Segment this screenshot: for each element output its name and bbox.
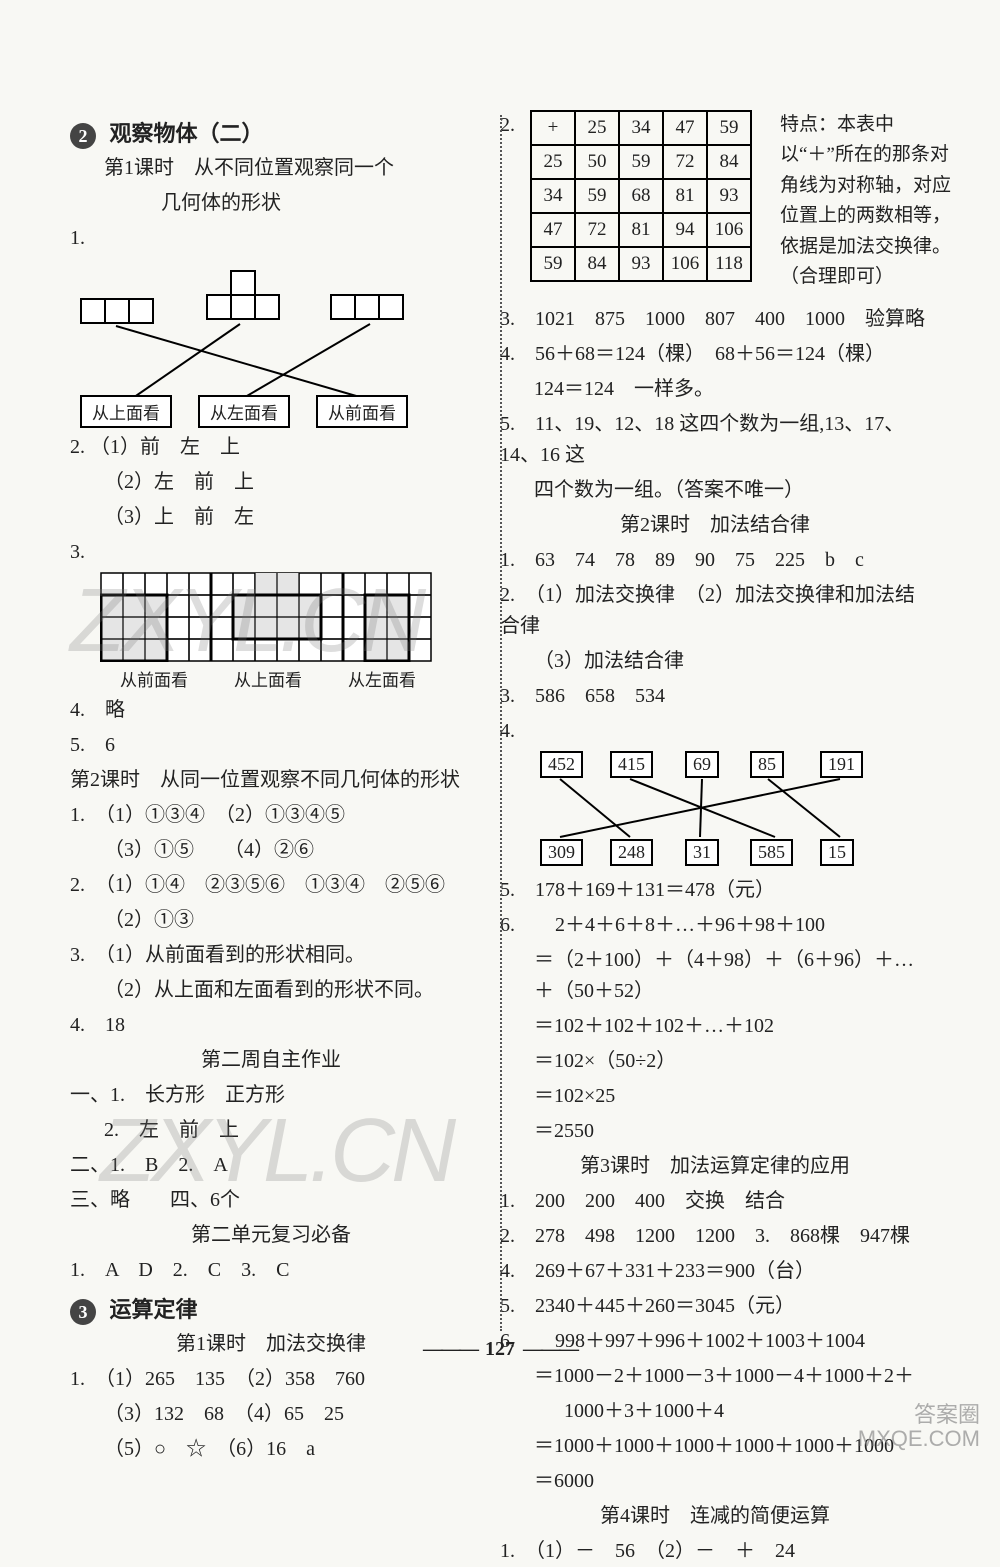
r5a: 5. 11、19、12、18 这四个数为一组,13、17、14、16 这 — [500, 409, 930, 471]
r5b: 四个数为一组。（答案不唯一） — [500, 475, 930, 506]
rl3-6-1: ＝1000－2＋1000－3＋1000－4＋1000＋2＋ — [500, 1361, 930, 1392]
q3-label-b: 从上面看 — [234, 666, 302, 691]
l2-1-1: 1. （1）①③④ （2）①③④⑤ — [70, 800, 472, 831]
rl3-5: 5. 2340＋445＋260＝3045（元） — [500, 1291, 930, 1322]
w2-2: 二、1. B 2. A — [70, 1150, 472, 1181]
l2-1-2: （3）①⑤ （4）②⑥ — [70, 835, 472, 866]
table-note: 特点：本表中以“＋”所在的那条对角线为对称轴，对应位置上的两数相等，依据是加法交… — [780, 110, 960, 292]
unit3-heading: 3 运算定律 — [70, 1292, 472, 1325]
lesson2-title: 第2课时 从同一位置观察不同几何体的形状 — [70, 765, 472, 796]
unit2-heading: 2 观察物体（二） — [70, 116, 472, 149]
unit2-badge: 2 — [70, 123, 96, 149]
rl3-4: 4. 269＋67＋331＋233＝900（台） — [500, 1256, 930, 1287]
l2-2-1: 2. （1）①④ ②③⑤⑥ ①③④ ②⑤⑥ — [70, 870, 472, 901]
r-lesson3-title: 第3课时 加法运算定律的应用 — [500, 1151, 930, 1182]
rl2-5: 5. 178＋169＋131＝478（元） — [500, 875, 930, 906]
q3-label-a: 从前面看 — [120, 666, 188, 691]
q2-2: （2）左 前 上 — [70, 467, 472, 498]
corner-watermark: 答案圈 MXQE.COM — [858, 1403, 980, 1451]
r4b: 124＝124 一样多。 — [500, 374, 930, 405]
rl2-6-5: ＝2550 — [500, 1116, 930, 1147]
q3-num: 3. — [70, 537, 472, 568]
r-lesson4-title: 第4课时 连减的简便运算 — [500, 1501, 930, 1532]
w2-1-1: 一、1. 长方形 正方形 — [70, 1080, 472, 1111]
w2-3: 三、略 四、6个 — [70, 1185, 472, 1216]
rl2-6-0: 6. 2＋4＋6＋8＋…＋96＋98＋100 — [500, 910, 930, 941]
q2-3: （3）上 前 左 — [70, 502, 472, 533]
table-q-num: 2. — [500, 114, 515, 137]
column-divider — [500, 115, 502, 1331]
lesson1-title-b: 几何体的形状 — [70, 188, 472, 219]
q1-view-c: 从前面看 — [316, 395, 408, 428]
lesson1-title-a: 第1课时 从不同位置观察同一个 — [70, 153, 472, 184]
unit3-title: 运算定律 — [110, 1297, 198, 1322]
unit2-review-title: 第二单元复习必备 — [70, 1220, 472, 1251]
rl2-4-num: 4. — [500, 716, 930, 747]
page-number: 127 — [0, 1338, 1000, 1361]
rl2-6-3: ＝102×（50÷2） — [500, 1046, 930, 1077]
rl2-6-4: ＝102×25 — [500, 1081, 930, 1112]
q1-view-a: 从上面看 — [80, 395, 172, 428]
rl2-2a: 2. （1）加法交换律 （2）加法交换律和加法结合律 — [500, 580, 930, 642]
q3-diagram: 从前面看 从上面看 从左面看 — [100, 572, 472, 691]
u3-1-2: （3）132 68 （4）65 25 — [70, 1399, 472, 1430]
r4a: 4. 56＋68＝124（棵） 68＋56＝124（棵） — [500, 339, 930, 370]
q1-diagram: 从上面看 从左面看 从前面看 — [80, 258, 440, 428]
left-column: 2 观察物体（二） 第1课时 从不同位置观察同一个 几何体的形状 1. — [70, 110, 486, 1441]
r3: 3. 1021 875 1000 807 400 1000 验算略 — [500, 304, 930, 335]
rl2-1: 1. 63 74 78 89 90 75 225 b c — [500, 545, 930, 576]
u3-1-1: 1. （1）265 135 （2）358 760 — [70, 1364, 472, 1395]
unit3-badge: 3 — [70, 1299, 96, 1325]
q1-view-b: 从左面看 — [198, 395, 290, 428]
l2-4: 4. 18 — [70, 1010, 472, 1041]
rl3-2: 2. 278 498 1200 1200 3. 868棵 947棵 — [500, 1221, 930, 1252]
rl2-2b: （3）加法结合律 — [500, 646, 930, 677]
rl2-6-2: ＝102＋102＋102＋…＋102 — [500, 1011, 930, 1042]
rl2-6-1: ＝（2＋100）＋（4＋98）＋（6＋96）＋…＋（50＋52） — [500, 945, 930, 1007]
l2-3-1: 3. （1）从前面看到的形状相同。 — [70, 940, 472, 971]
u3-1-3: （5）○ ☆ （6）16 a — [70, 1434, 472, 1465]
rl2-3: 3. 586 658 534 — [500, 681, 930, 712]
w2-1-2: 2. 左 前 上 — [70, 1115, 472, 1146]
match-diagram: 452 415 69 85 191 309 248 31 585 15 — [530, 751, 930, 871]
l2-3-2: （2）从上面和左面看到的形状不同。 — [70, 975, 472, 1006]
unit2-title: 观察物体（二） — [110, 121, 264, 146]
q3-label-c: 从左面看 — [348, 666, 416, 691]
review-line: 1. A D 2. C 3. C — [70, 1255, 472, 1286]
r-lesson2-title: 第2课时 加法结合律 — [500, 510, 930, 541]
right-column: 2. +25344759 2550597284 3459688193 47728… — [486, 110, 930, 1441]
rl4-1: 1. （1）－ 56 （2）－ ＋ 24 — [500, 1536, 930, 1567]
q4: 4. 略 — [70, 695, 472, 726]
addition-table: +25344759 2550597284 3459688193 47728194… — [530, 110, 752, 282]
q2-num: 2. （1）前 左 上 — [70, 432, 472, 463]
l2-2-2: （2）①③ — [70, 905, 472, 936]
q5: 5. 6 — [70, 730, 472, 761]
rl3-1: 1. 200 200 400 交换 结合 — [500, 1186, 930, 1217]
q1-num: 1. — [70, 223, 472, 254]
week2-title: 第二周自主作业 — [70, 1045, 472, 1076]
